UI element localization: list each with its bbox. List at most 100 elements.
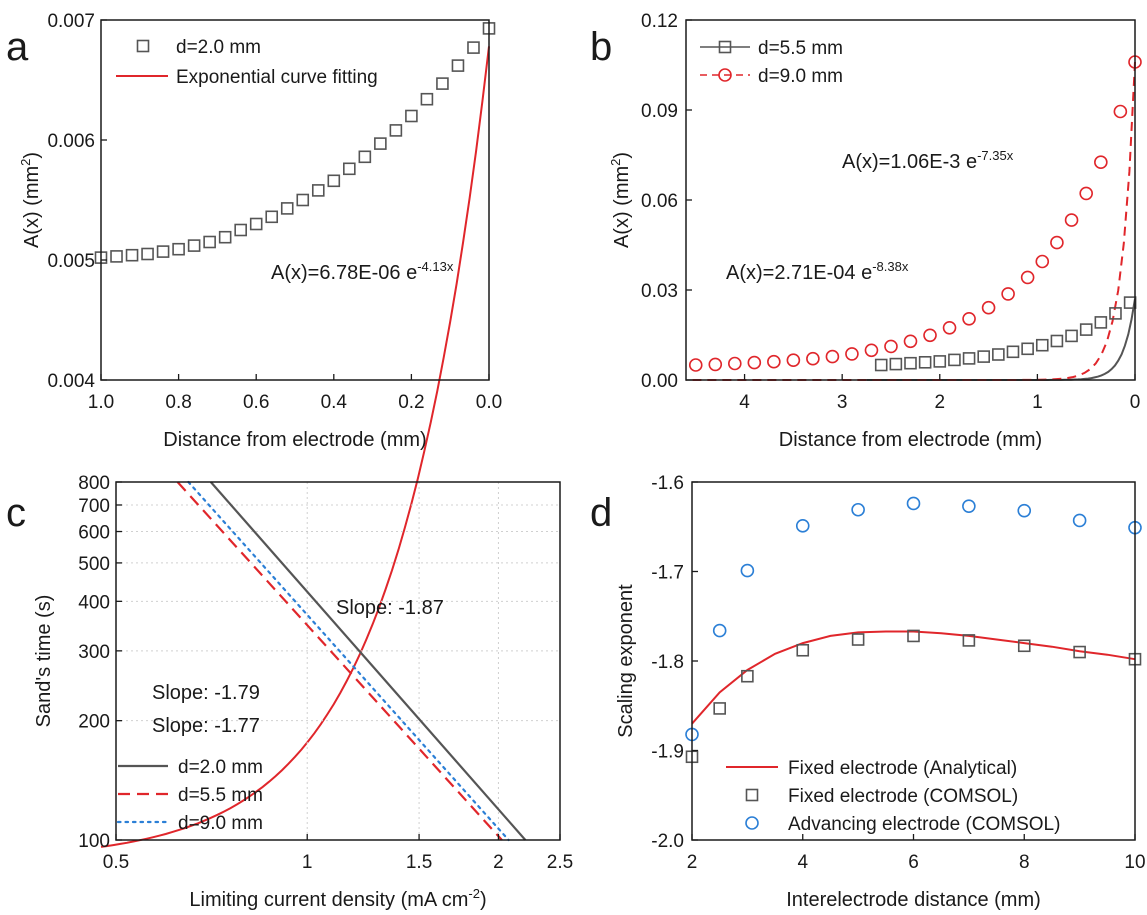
data-point-d-advancing bbox=[1072, 513, 1087, 528]
y-axis-label-a: A(x) (mm2) bbox=[18, 152, 43, 248]
legend-marker-b-2 bbox=[718, 68, 732, 82]
data-point-a bbox=[405, 109, 418, 123]
y-tick-label-a: 0.004 bbox=[47, 371, 95, 392]
x-tick-label-a: 0.6 bbox=[243, 392, 269, 413]
equation-b-2-sup: -8.38x bbox=[872, 259, 909, 274]
data-point-b-d90 bbox=[806, 351, 820, 366]
legend-label-a-1: d=2.0 mm bbox=[176, 37, 261, 58]
series-line-c-1 bbox=[209, 481, 527, 841]
data-point-b-d90 bbox=[903, 334, 918, 349]
x-tick-label-a: 0.0 bbox=[476, 392, 502, 413]
data-point-d-fixed bbox=[851, 633, 865, 646]
series-line-c-3 bbox=[187, 480, 510, 842]
data-point-b-d55 bbox=[962, 352, 976, 365]
data-point-a bbox=[249, 217, 263, 231]
y-tick-label-d: -1.8 bbox=[651, 652, 684, 673]
data-point-a bbox=[296, 193, 310, 207]
fit-curve-a bbox=[100, 46, 490, 848]
data-point-b-d90 bbox=[825, 349, 840, 364]
legend-label-d-1: Fixed electrode (Analytical) bbox=[788, 758, 1017, 779]
x-tick-label-c: 1 bbox=[302, 852, 313, 873]
y-tick-label-c: 100 bbox=[78, 831, 110, 852]
data-point-b-d90 bbox=[864, 343, 879, 358]
y-axis-label-b: A(x) (mm2) bbox=[608, 152, 633, 248]
data-point-a bbox=[420, 92, 434, 106]
equation-b-1-base: A(x)=1.06E-3 e bbox=[842, 151, 977, 173]
x-tick-label-c: 2 bbox=[493, 852, 504, 873]
data-point-a bbox=[234, 223, 247, 237]
y-tick-label-b: 0.12 bbox=[641, 11, 678, 32]
legend-marker-d-2 bbox=[745, 788, 759, 802]
data-point-b-d90 bbox=[1001, 287, 1015, 301]
panel-label-c: c bbox=[6, 491, 26, 535]
slope-label-c-3: Slope: -1.77 bbox=[152, 715, 260, 737]
y-axis-label-a-end: ) bbox=[21, 152, 43, 159]
legend-label-b-2: d=9.0 mm bbox=[758, 66, 843, 87]
data-point-a bbox=[141, 247, 154, 261]
series-line-c-2 bbox=[176, 481, 503, 841]
slope-label-c-2: Slope: -1.79 bbox=[152, 682, 260, 704]
equation-a-base: A(x)=6.78E-06 e bbox=[271, 262, 417, 284]
y-tick-label-d: -1.6 bbox=[651, 473, 684, 494]
legend-label-d-3: Advancing electrode (COMSOL) bbox=[788, 814, 1060, 835]
x-axis-label-a: Distance from electrode (mm) bbox=[163, 429, 426, 451]
y-axis-label-a-base: A(x) (mm bbox=[21, 166, 43, 248]
x-tick-label-c: 2.5 bbox=[547, 852, 573, 873]
y-tick-label-c: 700 bbox=[78, 496, 110, 517]
equation-b-1: A(x)=1.06E-3 e-7.35x bbox=[842, 148, 1014, 173]
x-tick-label-c: 0.5 bbox=[103, 852, 129, 873]
data-point-b-d90 bbox=[767, 354, 781, 369]
y-tick-label-b: 0.06 bbox=[641, 191, 678, 212]
y-tick-label-c: 500 bbox=[78, 554, 110, 575]
y-axis-label-a-sup: 2 bbox=[18, 159, 33, 166]
data-point-b-d90 bbox=[688, 358, 703, 372]
y-tick-label-c: 200 bbox=[78, 712, 110, 733]
data-point-b-d90 bbox=[708, 357, 723, 372]
data-point-a bbox=[467, 41, 480, 54]
fit-curve-b-2 bbox=[686, 61, 1136, 381]
x-tick-label-b: 0 bbox=[1130, 392, 1141, 413]
data-point-b-d55 bbox=[1050, 334, 1064, 348]
legend-label-c-2: d=5.5 mm bbox=[178, 785, 263, 806]
data-point-b-d55 bbox=[933, 355, 947, 368]
panel-label-d: d bbox=[590, 491, 612, 535]
x-axis-label-b: Distance from electrode (mm) bbox=[779, 429, 1042, 451]
data-point-d-fixed bbox=[907, 629, 920, 643]
equation-b-2-base: A(x)=2.71E-04 e bbox=[726, 262, 872, 284]
data-point-b-d90 bbox=[1079, 186, 1093, 201]
y-axis-label-b-sup: 2 bbox=[608, 159, 623, 166]
y-tick-label-d: -1.9 bbox=[651, 742, 684, 763]
x-axis-label-c-end: ) bbox=[480, 889, 487, 911]
data-point-a bbox=[125, 248, 139, 262]
data-point-b-d90 bbox=[1050, 235, 1064, 250]
data-point-a bbox=[358, 150, 372, 164]
data-point-a bbox=[265, 210, 279, 224]
data-point-b-d90 bbox=[942, 320, 957, 335]
x-tick-label-d: 6 bbox=[908, 852, 919, 873]
y-tick-label-b: 0.00 bbox=[641, 371, 678, 392]
y-axis-label-b-end: ) bbox=[611, 152, 633, 159]
analytical-curve-d bbox=[691, 630, 1136, 725]
x-tick-label-a: 1.0 bbox=[88, 392, 114, 413]
data-point-a bbox=[218, 230, 232, 244]
data-point-d-advancing bbox=[962, 499, 976, 513]
x-tick-label-b: 3 bbox=[837, 392, 848, 413]
data-point-a bbox=[203, 235, 216, 249]
x-tick-label-a: 0.4 bbox=[321, 392, 348, 413]
y-axis-label-c: Sand's time (s) bbox=[33, 595, 55, 728]
data-point-b-d55 bbox=[948, 353, 961, 367]
data-point-a bbox=[389, 124, 403, 137]
data-point-b-d55 bbox=[992, 348, 1005, 361]
panel-label-a: a bbox=[6, 25, 29, 69]
data-point-b-d90 bbox=[884, 339, 898, 354]
y-tick-label-d: -2.0 bbox=[651, 831, 684, 852]
equation-a: A(x)=6.78E-06 e-4.13x bbox=[271, 259, 454, 284]
slope-label-c-1: Slope: -1.87 bbox=[336, 597, 444, 619]
data-point-d-advancing bbox=[712, 623, 727, 638]
plot-frame-b bbox=[685, 19, 1136, 381]
y-tick-label-a: 0.005 bbox=[47, 251, 95, 272]
data-point-b-d90 bbox=[728, 356, 742, 371]
legend-label-a-2: Exponential curve fitting bbox=[176, 67, 378, 88]
plot-frame-c bbox=[115, 481, 561, 841]
